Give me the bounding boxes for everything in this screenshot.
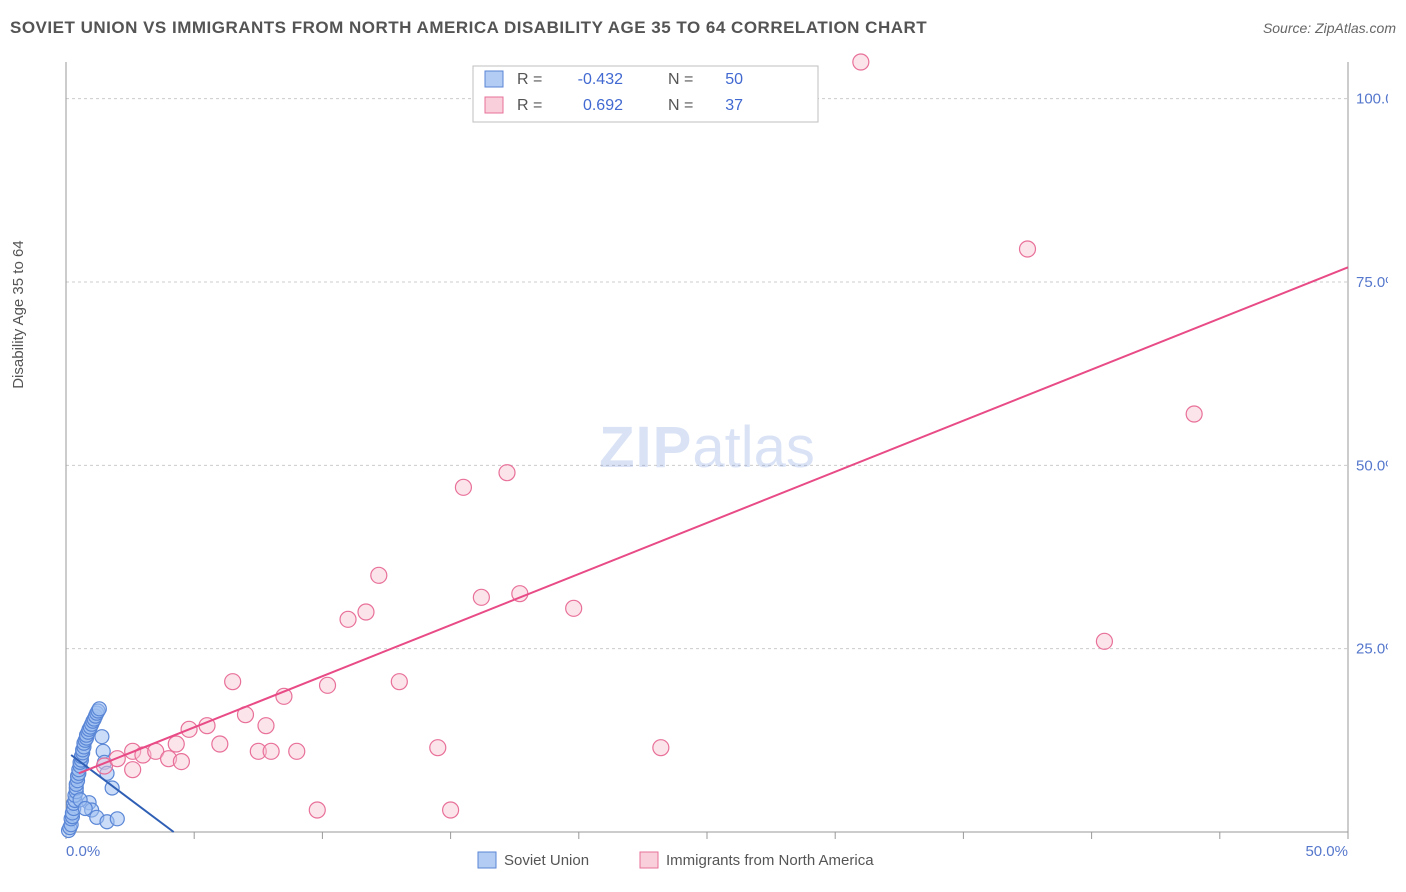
scatter-point-na bbox=[430, 740, 446, 756]
legend-r-value-soviet: -0.432 bbox=[578, 71, 623, 88]
legend-r-value-na: 0.692 bbox=[583, 97, 623, 114]
x-tick-label: 50.0% bbox=[1305, 843, 1348, 860]
legend-bottom-swatch-soviet bbox=[478, 852, 496, 868]
chart-title: SOVIET UNION VS IMMIGRANTS FROM NORTH AM… bbox=[10, 18, 927, 38]
legend-swatch-na bbox=[485, 97, 503, 113]
legend-bottom-label-soviet: Soviet Union bbox=[504, 852, 589, 869]
scatter-point-soviet bbox=[92, 702, 106, 716]
source-label: Source: bbox=[1263, 20, 1315, 36]
scatter-point-na bbox=[289, 743, 305, 759]
legend-r-label: R = bbox=[517, 97, 542, 114]
trend-line-na bbox=[79, 267, 1348, 773]
scatter-point-na bbox=[125, 762, 141, 778]
scatter-point-na bbox=[371, 567, 387, 583]
legend-swatch-soviet bbox=[485, 71, 503, 87]
scatter-point-na bbox=[309, 802, 325, 818]
scatter-point-na bbox=[499, 465, 515, 481]
correlation-scatter-chart: 0.0% 50.0% 25.0% 50.0% 75.0% 100.0% ZIPatlas R … bbox=[18, 52, 1388, 874]
legend-n-label: N = bbox=[668, 97, 693, 114]
scatter-point-na bbox=[1096, 633, 1112, 649]
scatter-point-na bbox=[225, 674, 241, 690]
legend-bottom-label-na: Immigrants from North America bbox=[666, 852, 874, 869]
legend-n-value-soviet: 50 bbox=[725, 71, 743, 88]
scatter-point-na bbox=[340, 611, 356, 627]
source-name: ZipAtlas.com bbox=[1315, 20, 1396, 36]
scatter-point-na bbox=[320, 677, 336, 693]
legend-n-label: N = bbox=[668, 71, 693, 88]
scatter-point-na bbox=[168, 736, 184, 752]
legend-bottom-swatch-na bbox=[640, 852, 658, 868]
scatter-point-na bbox=[258, 718, 274, 734]
scatter-point-soviet bbox=[78, 802, 92, 816]
y-tick-label: 75.0% bbox=[1356, 274, 1388, 291]
scatter-point-na bbox=[443, 802, 459, 818]
scatter-point-na bbox=[263, 743, 279, 759]
scatter-point-na bbox=[566, 600, 582, 616]
scatter-point-na bbox=[455, 479, 471, 495]
scatter-point-na bbox=[653, 740, 669, 756]
legend-n-value-na: 37 bbox=[725, 97, 743, 114]
x-tick-label: 0.0% bbox=[66, 843, 100, 860]
scatter-point-soviet bbox=[95, 730, 109, 744]
scatter-point-soviet bbox=[110, 812, 124, 826]
chart-source: Source: ZipAtlas.com bbox=[1263, 20, 1396, 36]
y-axis-label: Disability Age 35 to 64 bbox=[10, 240, 27, 388]
scatter-point-na bbox=[1186, 406, 1202, 422]
scatter-point-na bbox=[1020, 241, 1036, 257]
scatter-point-na bbox=[173, 754, 189, 770]
scatter-point-na bbox=[212, 736, 228, 752]
scatter-point-na bbox=[391, 674, 407, 690]
y-tick-label: 100.0% bbox=[1356, 91, 1388, 108]
legend-r-label: R = bbox=[517, 71, 542, 88]
y-tick-label: 50.0% bbox=[1356, 457, 1388, 474]
scatter-point-na bbox=[853, 54, 869, 70]
watermark: ZIPatlas bbox=[599, 415, 815, 480]
scatter-point-na bbox=[358, 604, 374, 620]
y-tick-label: 25.0% bbox=[1356, 641, 1388, 658]
scatter-point-na bbox=[473, 589, 489, 605]
